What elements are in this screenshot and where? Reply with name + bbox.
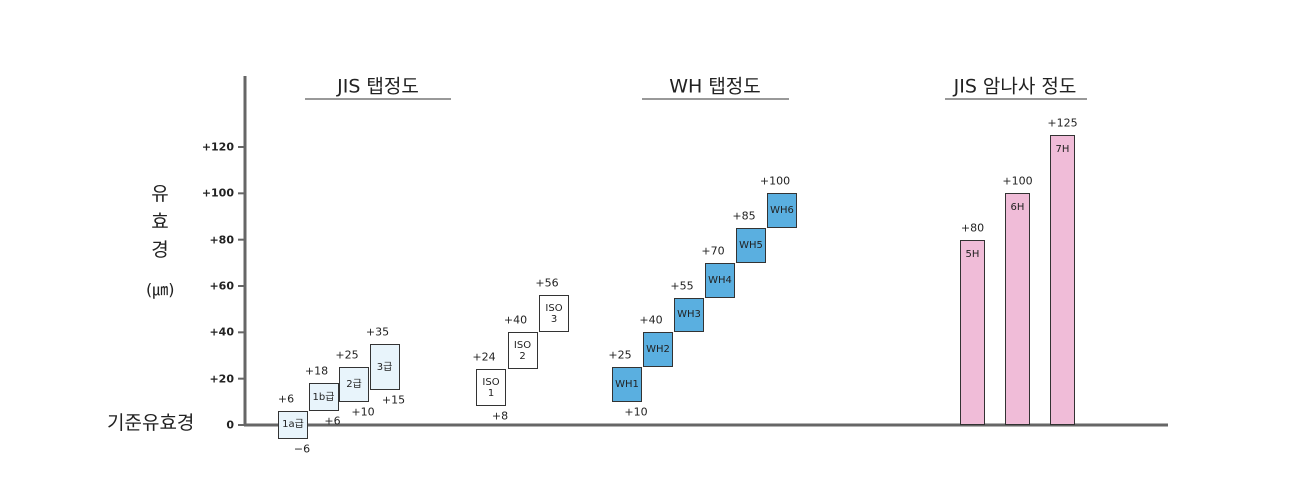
range-bar: ISO 3 [539, 295, 569, 333]
bar-label: WH3 [677, 309, 701, 321]
high-label: +56 [535, 276, 559, 290]
high-label: +85 [732, 209, 756, 223]
range-bar: WH1 [612, 367, 642, 402]
bar-label: WH6 [770, 205, 794, 217]
high-label: +100 [759, 174, 791, 188]
range-bar: ISO 2 [507, 332, 538, 370]
high-label: +40 [639, 313, 663, 327]
bar-label: WH4 [708, 274, 732, 286]
bar-label: 1b급 [312, 391, 335, 403]
range-bar: 1a급 [278, 411, 308, 439]
high-label: +6 [277, 392, 295, 406]
high-label: +55 [670, 279, 694, 293]
bar-label: ISO 3 [545, 302, 563, 325]
group-title: JIS 탭정도 [337, 75, 419, 98]
bar-label: 1a급 [282, 419, 304, 431]
y-tick-label: 0 [226, 418, 234, 432]
high-label: +24 [472, 350, 496, 364]
y-label-unit: (㎛) [146, 280, 175, 299]
y-tick-label: +80 [209, 233, 234, 247]
bar-label: 7H [1055, 144, 1070, 156]
range-bar: 5H [960, 239, 985, 425]
high-label: +125 [1047, 116, 1078, 130]
bar-label: WH5 [739, 239, 763, 251]
baseline-label: 기준유효경 [107, 412, 195, 434]
high-label: +40 [503, 313, 528, 327]
group-title: JIS 암나사 정도 [953, 75, 1077, 98]
low-label: +10 [351, 405, 375, 419]
low-label: +10 [624, 405, 648, 419]
bar-label: 3급 [376, 361, 393, 373]
y-tick-label: +20 [209, 372, 234, 386]
bar-label: ISO 1 [482, 376, 500, 399]
group-title: WH 탭정도 [669, 75, 761, 98]
low-label: +8 [491, 409, 509, 423]
y-tick-label: +40 [209, 325, 234, 339]
range-bar: 7H [1050, 135, 1075, 425]
bar-label: WH1 [615, 378, 639, 390]
y-tick-label: +120 [201, 140, 234, 154]
range-bar: WH3 [674, 297, 704, 333]
range-bar: WH6 [767, 193, 797, 229]
range-bar: 2급 [339, 367, 369, 402]
range-bar: 6H [1005, 193, 1030, 425]
high-label: +18 [304, 364, 329, 378]
bar-label: 5H [965, 248, 980, 260]
y-label: 유효경 [151, 183, 169, 261]
bar-label: 2급 [346, 378, 362, 390]
low-label: +6 [324, 414, 341, 428]
bar-label: WH2 [646, 344, 670, 356]
high-label: +25 [335, 348, 359, 362]
low-label: −6 [293, 442, 311, 456]
y-tick-label: +60 [209, 279, 234, 293]
range-bar: 3급 [369, 343, 400, 391]
bar-label: ISO 2 [513, 339, 532, 362]
high-label: +35 [365, 325, 390, 339]
high-label: +80 [960, 221, 985, 235]
high-label: +100 [1002, 174, 1033, 188]
range-bar: ISO 1 [476, 369, 506, 407]
bar-label: 6H [1010, 202, 1025, 214]
y-tick-label: +100 [201, 186, 234, 200]
range-bar: WH4 [705, 262, 735, 298]
range-bar: WH2 [643, 332, 673, 368]
range-bar: 1b급 [308, 383, 339, 412]
low-label: +15 [381, 393, 406, 407]
high-label: +25 [608, 348, 632, 362]
high-label: +70 [701, 244, 725, 258]
range-bar: WH5 [736, 228, 766, 263]
